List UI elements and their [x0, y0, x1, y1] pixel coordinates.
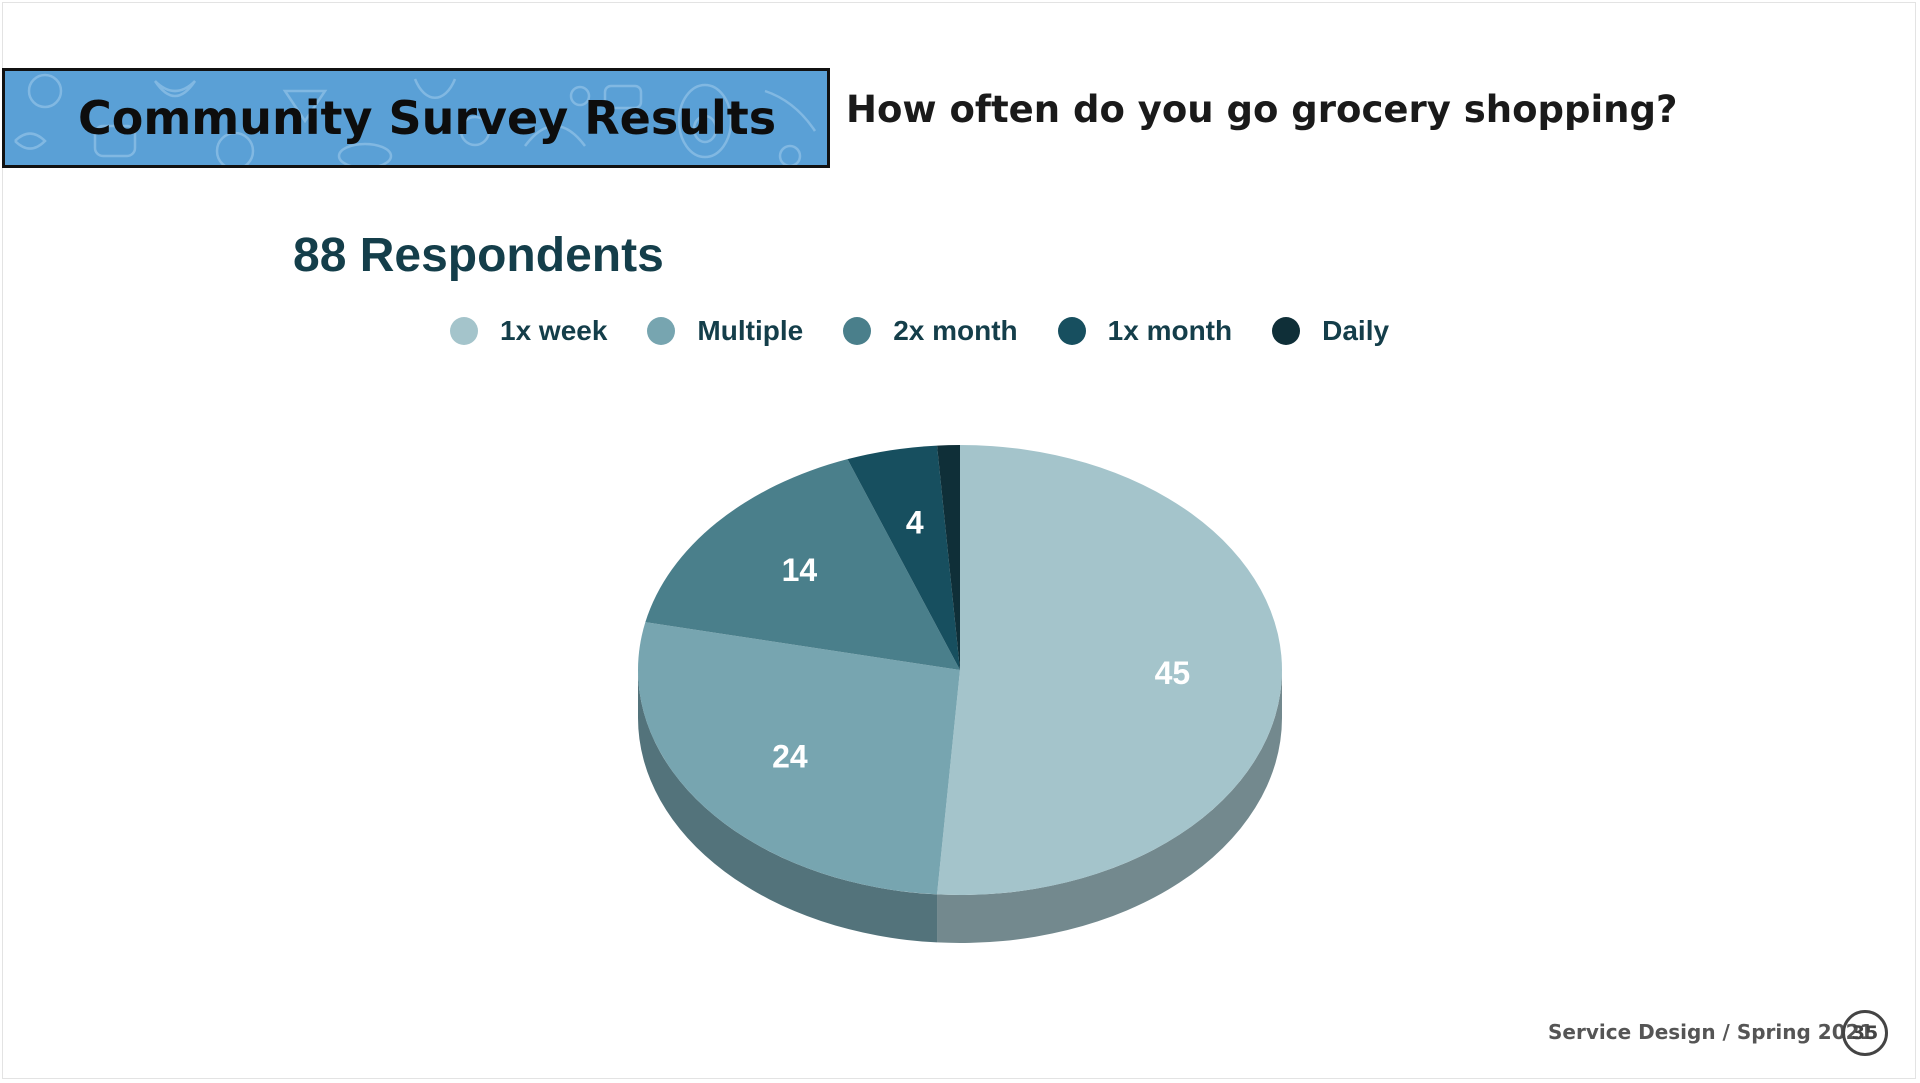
- legend-swatch: [1057, 317, 1086, 345]
- legend-label: Multiple: [697, 315, 804, 346]
- legend-swatch: [647, 317, 676, 345]
- survey-question: How often do you go grocery shopping?: [846, 88, 1678, 131]
- legend-swatch: [843, 317, 872, 345]
- pie-data-label: 14: [782, 552, 818, 588]
- legend-label: 1x month: [1107, 315, 1233, 346]
- legend-label: Daily: [1322, 315, 1390, 346]
- pie-slice: [937, 445, 960, 670]
- pie-slice-side: [638, 670, 938, 943]
- pie-slice: [847, 445, 960, 670]
- pie-slice: [638, 622, 960, 895]
- pie-slice-side: [937, 670, 1282, 943]
- legend-item: Multiple: [647, 315, 803, 347]
- legend-item: 1x week: [450, 315, 607, 347]
- chart-title: 88 Respondents: [293, 229, 664, 282]
- food-doodle-pattern: [14, 73, 817, 165]
- pie-slice: [645, 459, 960, 670]
- legend-item: Daily: [1272, 315, 1389, 347]
- legend-label: 1x week: [500, 315, 608, 346]
- footer-text: Service Design / Spring 2021: [1548, 1020, 1874, 1044]
- pie-chart: 45 24 14 4: [638, 445, 1283, 943]
- legend-label: 2x month: [893, 315, 1018, 346]
- chart-legend: 1x week Multiple 2x month 1x month Daily: [450, 311, 1429, 351]
- pie-slice: [937, 445, 1283, 895]
- pie-data-label: 4: [906, 504, 924, 540]
- pie-data-label: 45: [1155, 655, 1191, 691]
- page-number: 35: [1842, 1010, 1888, 1056]
- legend-swatch: [1272, 317, 1301, 345]
- legend-item: 1x month: [1057, 315, 1233, 347]
- legend-swatch: [450, 317, 478, 345]
- legend-item: 2x month: [843, 315, 1018, 347]
- pie-data-label: 24: [772, 738, 808, 774]
- banner-title: Community Survey Results: [78, 91, 777, 145]
- title-banner: Community Survey Results: [2, 68, 830, 168]
